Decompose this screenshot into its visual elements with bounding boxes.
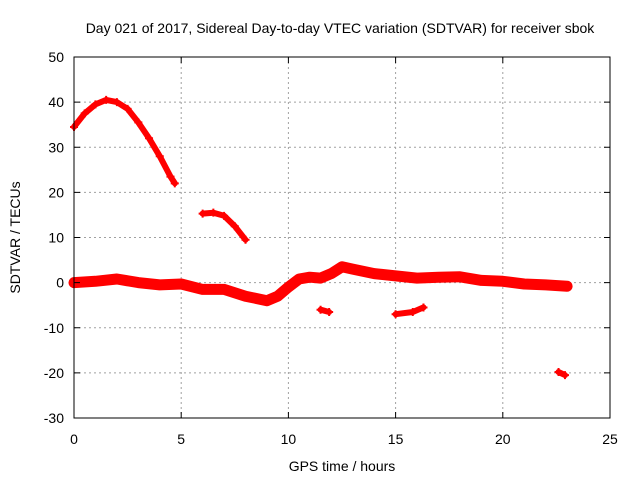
data-point [102, 95, 111, 104]
y-tick-label: 0 [56, 275, 64, 291]
data-point [338, 262, 346, 271]
data-point [80, 109, 89, 118]
data-point [91, 100, 100, 109]
data-point [112, 98, 121, 107]
data-point [391, 310, 400, 319]
y-axis-label: SDTVAR / TECUs [7, 181, 23, 293]
y-tick-label: 20 [48, 184, 64, 200]
data-point [284, 283, 293, 292]
data-point [316, 305, 325, 314]
grid [74, 57, 610, 418]
data-point [123, 104, 132, 113]
x-tick-labels: 0 5 10 15 20 25 [70, 431, 618, 447]
data-point [560, 371, 569, 380]
data-point [155, 280, 164, 289]
data-point [413, 274, 422, 283]
data-point [134, 278, 143, 287]
y-tick-label: 40 [48, 94, 64, 110]
data-point [295, 275, 304, 284]
data-point [408, 307, 417, 316]
data-point [477, 276, 486, 285]
data-point [166, 172, 175, 181]
data-point [155, 152, 164, 161]
series-arc-high [71, 96, 178, 187]
series-fragment-15.5 [392, 304, 427, 318]
data-point [563, 282, 572, 291]
data-point [177, 279, 186, 288]
data-point [241, 292, 250, 301]
x-tick-label: 10 [281, 431, 297, 447]
x-tick-label: 20 [495, 431, 511, 447]
data-point [391, 271, 400, 280]
data-point [241, 235, 250, 244]
data-point [498, 277, 507, 286]
x-tick-label: 15 [388, 431, 404, 447]
x-tick-label: 25 [602, 431, 618, 447]
y-tick-label: 10 [48, 230, 64, 246]
x-axis-label: GPS time / hours [289, 458, 396, 474]
data-point [327, 269, 336, 278]
data-point [220, 211, 229, 220]
data-point [434, 273, 443, 282]
data-point [554, 367, 563, 376]
data-point [419, 303, 428, 312]
data-point [455, 272, 464, 281]
data-point [541, 280, 550, 289]
data-series [68, 95, 573, 380]
series-baseline [68, 261, 573, 307]
data-point [170, 179, 179, 188]
y-tick-label: 50 [48, 49, 64, 65]
data-point [220, 285, 229, 294]
data-point [273, 292, 282, 301]
data-point [91, 277, 100, 286]
data-point [134, 118, 143, 127]
y-tick-labels: -30 -20 -10 0 10 20 30 40 50 [44, 49, 64, 426]
data-point [325, 307, 334, 316]
data-point [145, 134, 154, 143]
data-point [316, 274, 325, 283]
chart-title: Day 021 of 2017, Sidereal Day-to-day VTE… [86, 20, 596, 36]
data-point [209, 208, 218, 217]
axis-ticks [73, 56, 611, 419]
data-point [112, 275, 121, 284]
data-point [230, 222, 239, 231]
data-point [370, 269, 379, 278]
data-point [520, 279, 529, 288]
x-tick-label: 0 [70, 431, 78, 447]
data-point [198, 285, 207, 294]
y-tick-label: 30 [48, 139, 64, 155]
data-point [305, 273, 314, 282]
data-point [198, 209, 207, 218]
data-point [348, 265, 357, 274]
y-tick-label: -20 [44, 365, 64, 381]
y-tick-label: -10 [44, 320, 64, 336]
x-tick-label: 5 [177, 431, 185, 447]
y-tick-label: -30 [44, 410, 64, 426]
data-point [262, 296, 271, 305]
